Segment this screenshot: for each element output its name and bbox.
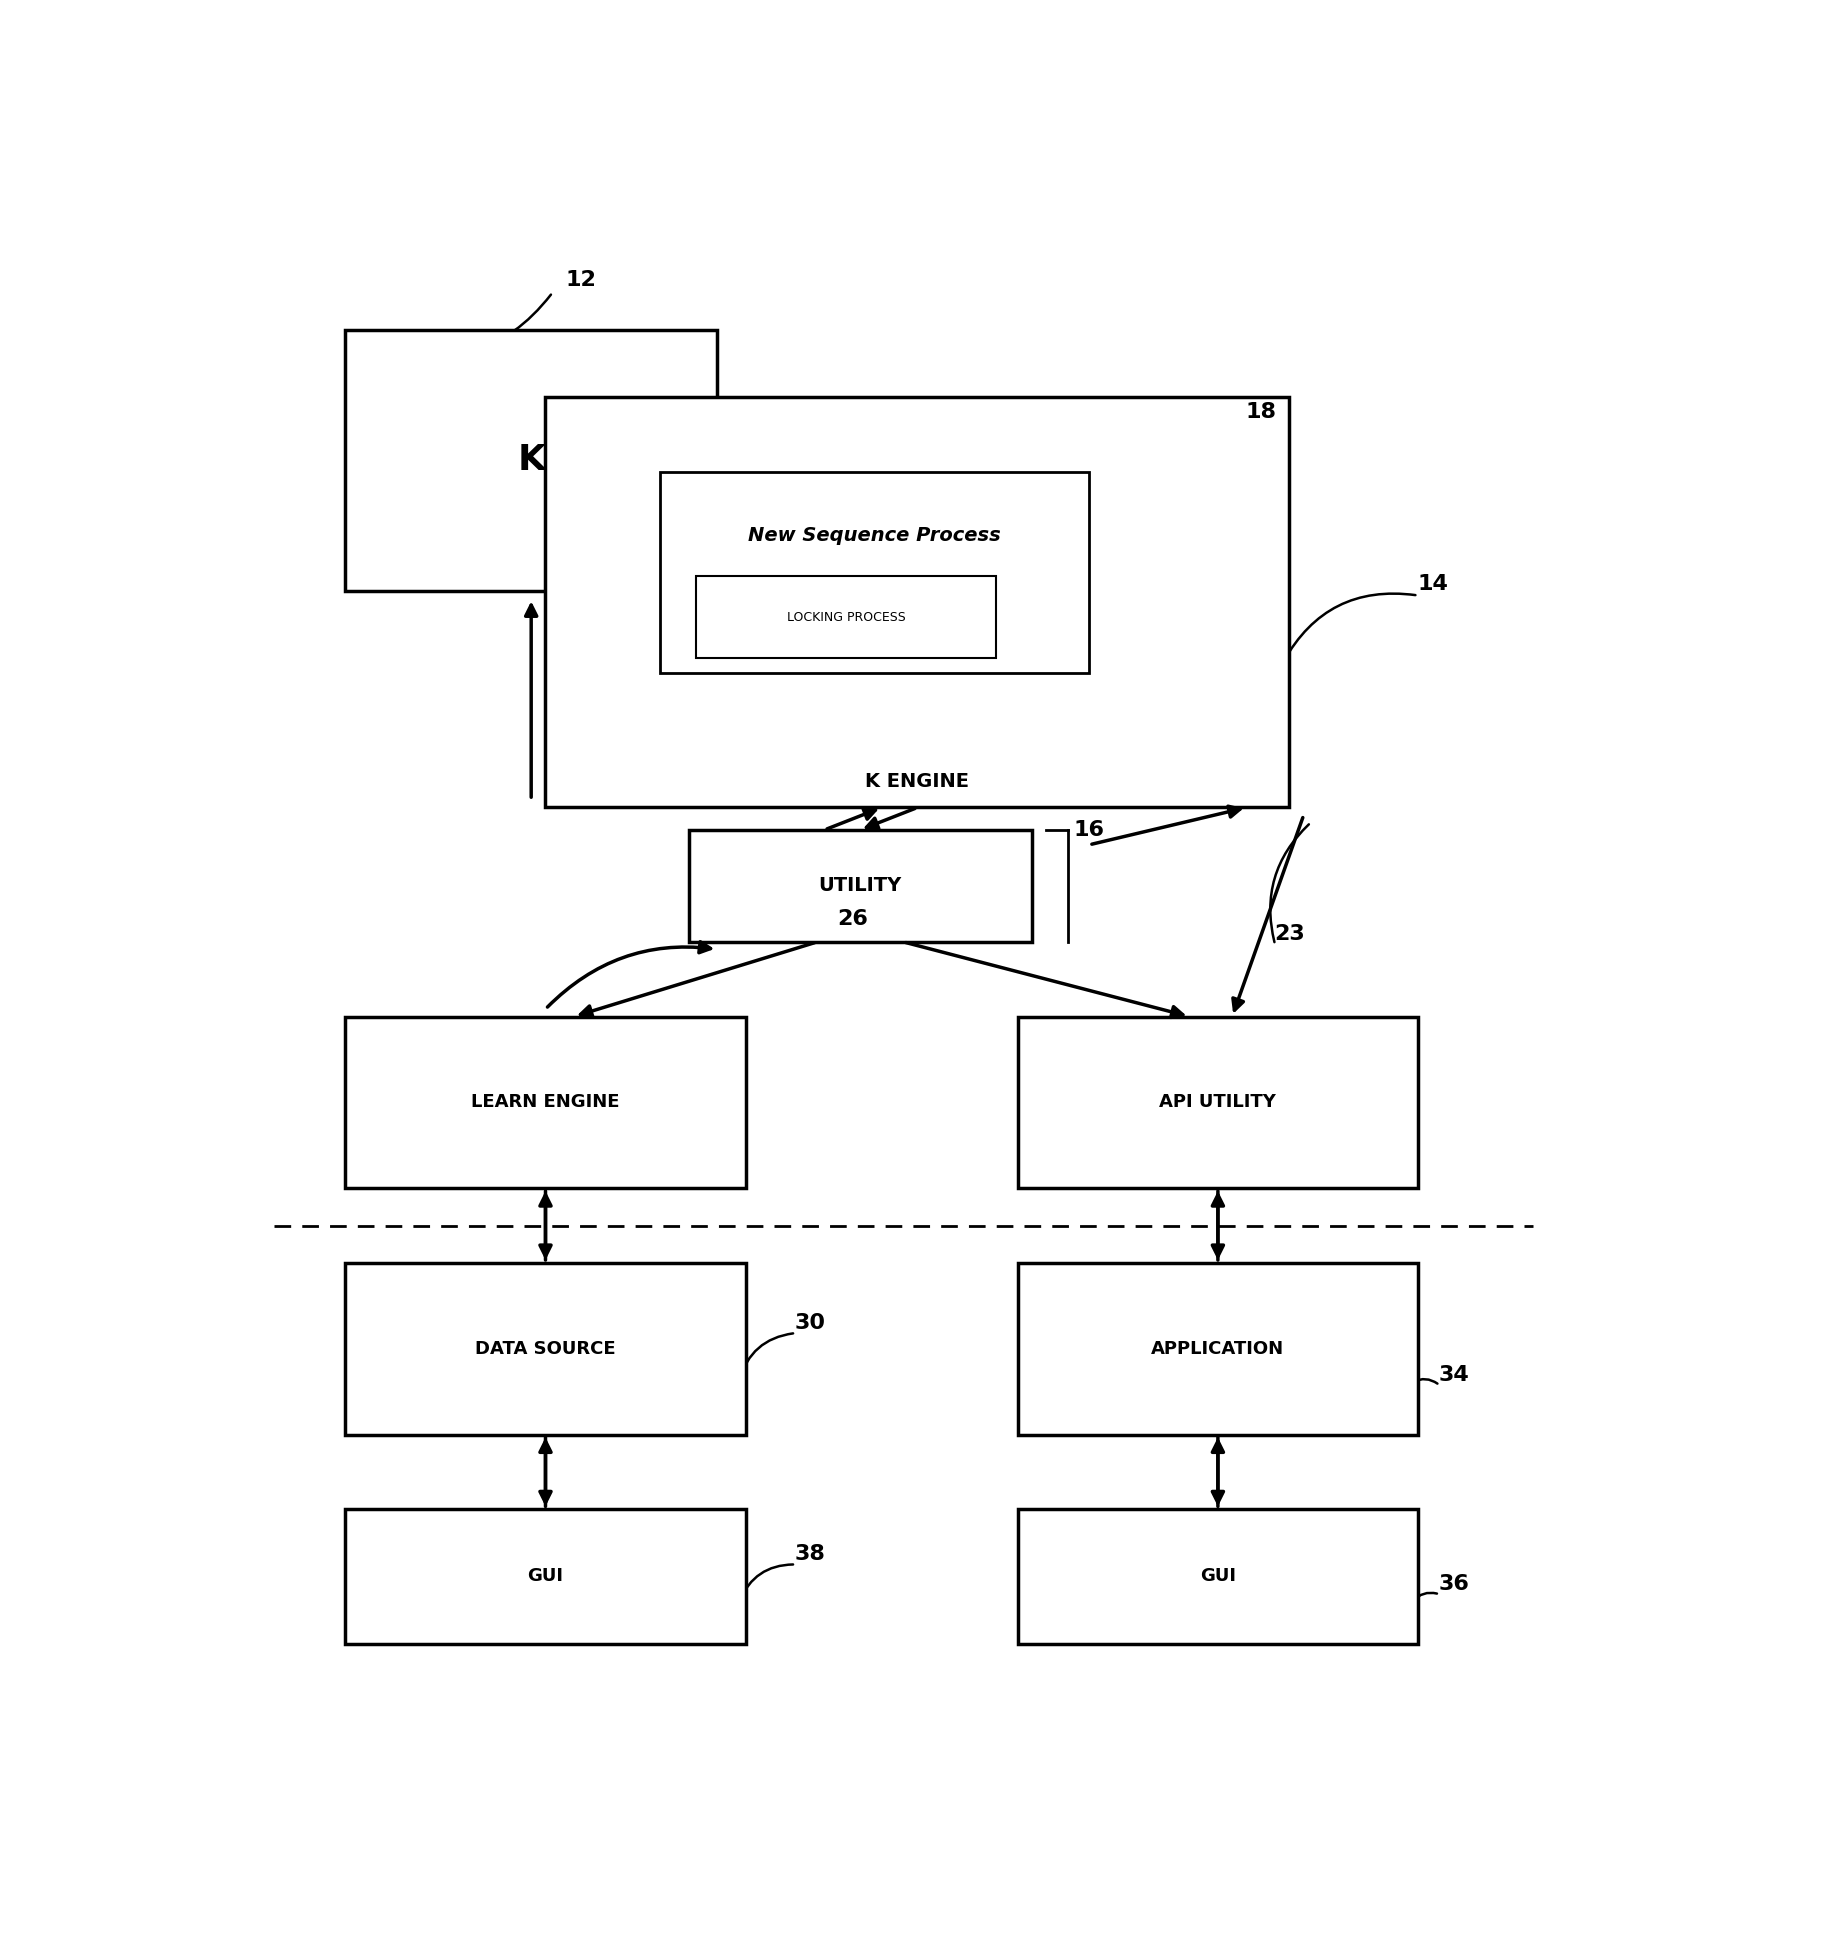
FancyBboxPatch shape [659, 471, 1089, 673]
Text: 12: 12 [567, 270, 596, 291]
Text: 26: 26 [838, 909, 868, 929]
Text: DATA SOURCE: DATA SOURCE [474, 1340, 617, 1357]
Text: 16: 16 [1074, 820, 1104, 840]
Text: 18: 18 [1246, 401, 1276, 423]
Text: K ENGINE: K ENGINE [866, 772, 969, 791]
FancyBboxPatch shape [345, 1509, 746, 1644]
Text: APPLICATION: APPLICATION [1152, 1340, 1285, 1357]
FancyBboxPatch shape [696, 576, 997, 657]
Text: 36: 36 [1438, 1574, 1469, 1594]
Text: K: K [517, 444, 545, 477]
Text: UTILITY: UTILITY [818, 876, 903, 896]
Text: GUI: GUI [1200, 1567, 1237, 1586]
Text: 23: 23 [1274, 925, 1305, 944]
FancyBboxPatch shape [1017, 1016, 1418, 1189]
FancyBboxPatch shape [345, 330, 716, 591]
Text: 14: 14 [1418, 574, 1447, 593]
Text: API UTILITY: API UTILITY [1159, 1094, 1276, 1111]
Text: LOCKING PROCESS: LOCKING PROCESS [786, 611, 905, 624]
Text: 34: 34 [1438, 1365, 1469, 1384]
FancyBboxPatch shape [345, 1262, 746, 1435]
Text: LEARN ENGINE: LEARN ENGINE [471, 1094, 620, 1111]
FancyBboxPatch shape [1017, 1262, 1418, 1435]
FancyBboxPatch shape [689, 830, 1032, 942]
Text: New Sequence Process: New Sequence Process [748, 525, 1001, 545]
FancyBboxPatch shape [1017, 1509, 1418, 1644]
Text: GUI: GUI [528, 1567, 563, 1586]
FancyBboxPatch shape [545, 397, 1289, 807]
FancyBboxPatch shape [345, 1016, 746, 1189]
Text: 38: 38 [796, 1543, 825, 1565]
Text: 30: 30 [794, 1313, 825, 1332]
